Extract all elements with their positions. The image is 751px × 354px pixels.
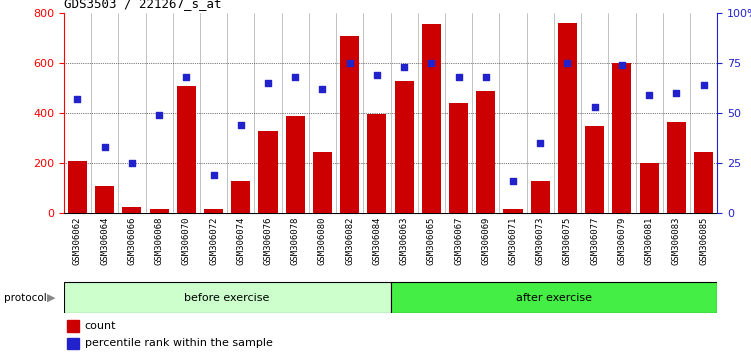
Text: ▶: ▶ xyxy=(47,293,56,303)
Bar xyxy=(122,207,141,213)
Point xyxy=(589,104,601,110)
Bar xyxy=(285,116,305,213)
Bar xyxy=(612,63,632,213)
Point xyxy=(316,86,328,92)
Bar xyxy=(640,163,659,213)
Bar xyxy=(313,152,332,213)
Point xyxy=(262,80,274,86)
Bar xyxy=(68,161,87,213)
Bar xyxy=(503,209,523,213)
Bar xyxy=(67,320,79,332)
Bar xyxy=(694,152,713,213)
Point xyxy=(453,74,465,80)
Text: GSM306062: GSM306062 xyxy=(73,217,82,265)
Text: before exercise: before exercise xyxy=(185,293,270,303)
Text: GSM306081: GSM306081 xyxy=(644,217,653,265)
Point xyxy=(616,62,628,68)
FancyBboxPatch shape xyxy=(391,282,717,313)
Text: count: count xyxy=(85,321,116,331)
Point xyxy=(425,60,437,66)
Point xyxy=(98,144,110,150)
Bar xyxy=(149,209,169,213)
Text: GSM306072: GSM306072 xyxy=(209,217,218,265)
Text: GSM306077: GSM306077 xyxy=(590,217,599,265)
Bar xyxy=(449,103,468,213)
Text: GSM306078: GSM306078 xyxy=(291,217,300,265)
Point xyxy=(207,172,219,178)
Text: GSM306085: GSM306085 xyxy=(699,217,708,265)
Text: GSM306080: GSM306080 xyxy=(318,217,327,265)
Point xyxy=(534,140,546,146)
Text: GSM306074: GSM306074 xyxy=(237,217,246,265)
Bar xyxy=(585,126,605,213)
Bar xyxy=(258,131,278,213)
Text: GSM306083: GSM306083 xyxy=(672,217,681,265)
Bar xyxy=(476,91,496,213)
Point xyxy=(126,160,138,166)
Point xyxy=(235,122,247,128)
Point xyxy=(398,64,410,70)
Point xyxy=(180,74,192,80)
Text: GSM306082: GSM306082 xyxy=(345,217,354,265)
Text: GSM306075: GSM306075 xyxy=(563,217,572,265)
Text: GSM306066: GSM306066 xyxy=(128,217,137,265)
Bar xyxy=(204,209,223,213)
Point xyxy=(371,72,383,78)
Text: GSM306079: GSM306079 xyxy=(617,217,626,265)
Point xyxy=(562,60,574,66)
Point xyxy=(153,112,165,118)
Text: GSM306076: GSM306076 xyxy=(264,217,273,265)
FancyBboxPatch shape xyxy=(64,282,391,313)
Bar xyxy=(367,114,387,213)
Point xyxy=(289,74,301,80)
Point xyxy=(671,90,683,96)
Bar xyxy=(531,181,550,213)
Text: GSM306069: GSM306069 xyxy=(481,217,490,265)
Point xyxy=(480,74,492,80)
Text: GSM306084: GSM306084 xyxy=(372,217,382,265)
Point xyxy=(344,60,356,66)
Text: GSM306065: GSM306065 xyxy=(427,217,436,265)
Point xyxy=(698,82,710,88)
Bar xyxy=(231,181,250,213)
Text: GSM306071: GSM306071 xyxy=(508,217,517,265)
Text: protocol: protocol xyxy=(4,293,47,303)
Bar xyxy=(394,81,414,213)
Bar xyxy=(422,24,441,213)
Text: percentile rank within the sample: percentile rank within the sample xyxy=(85,338,273,348)
Bar xyxy=(95,185,114,213)
Text: GSM306067: GSM306067 xyxy=(454,217,463,265)
Text: after exercise: after exercise xyxy=(516,293,592,303)
Bar xyxy=(558,23,577,213)
Bar xyxy=(667,122,686,213)
Bar xyxy=(340,36,359,213)
Text: GSM306073: GSM306073 xyxy=(535,217,544,265)
Text: GDS3503 / 221267_s_at: GDS3503 / 221267_s_at xyxy=(64,0,222,10)
Text: GSM306064: GSM306064 xyxy=(100,217,109,265)
Bar xyxy=(176,86,196,213)
Point xyxy=(71,96,83,102)
Point xyxy=(643,92,655,98)
Text: GSM306063: GSM306063 xyxy=(400,217,409,265)
Bar xyxy=(67,338,79,349)
Text: GSM306070: GSM306070 xyxy=(182,217,191,265)
Point xyxy=(507,178,519,184)
Text: GSM306068: GSM306068 xyxy=(155,217,164,265)
